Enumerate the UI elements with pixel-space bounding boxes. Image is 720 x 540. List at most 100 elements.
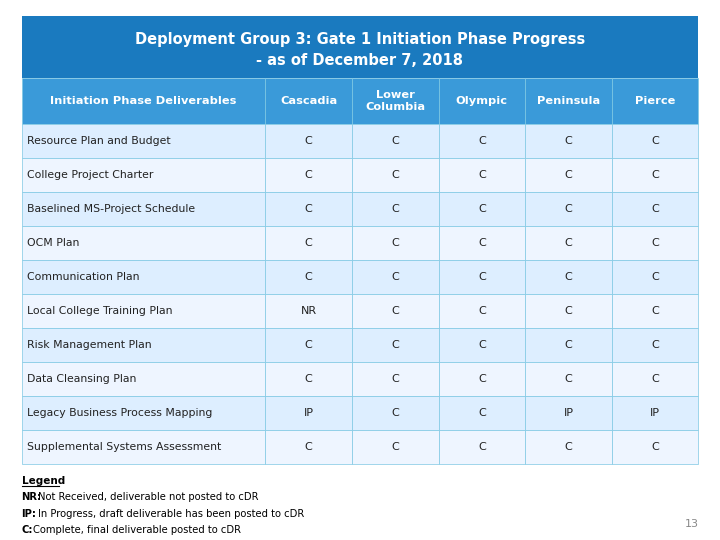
FancyBboxPatch shape [438, 260, 525, 294]
FancyBboxPatch shape [265, 226, 352, 260]
Text: C: C [564, 272, 572, 282]
Text: C: C [391, 408, 399, 418]
FancyBboxPatch shape [612, 192, 698, 226]
FancyBboxPatch shape [22, 328, 265, 362]
FancyBboxPatch shape [525, 294, 612, 328]
FancyBboxPatch shape [438, 294, 525, 328]
FancyBboxPatch shape [265, 158, 352, 192]
Text: 13: 13 [685, 519, 698, 529]
FancyBboxPatch shape [438, 158, 525, 192]
FancyBboxPatch shape [22, 294, 265, 328]
FancyBboxPatch shape [352, 158, 438, 192]
Text: C: C [564, 442, 572, 453]
FancyBboxPatch shape [265, 260, 352, 294]
FancyBboxPatch shape [22, 124, 265, 158]
FancyBboxPatch shape [525, 78, 612, 124]
Text: C: C [305, 442, 312, 453]
Text: Legacy Business Process Mapping: Legacy Business Process Mapping [27, 408, 212, 418]
Text: C: C [564, 374, 572, 384]
Text: C: C [391, 374, 399, 384]
Text: Data Cleansing Plan: Data Cleansing Plan [27, 374, 137, 384]
Text: Olympic: Olympic [456, 96, 508, 106]
Text: C: C [305, 374, 312, 384]
Text: C: C [478, 408, 486, 418]
FancyBboxPatch shape [352, 396, 438, 430]
Text: IP: IP [650, 408, 660, 418]
Text: IP: IP [304, 408, 314, 418]
FancyBboxPatch shape [525, 328, 612, 362]
FancyBboxPatch shape [352, 192, 438, 226]
Text: Initiation Phase Deliverables: Initiation Phase Deliverables [50, 96, 237, 106]
FancyBboxPatch shape [612, 260, 698, 294]
Text: C: C [391, 204, 399, 214]
Text: C: C [651, 204, 659, 214]
Text: Complete, final deliverable posted to cDR: Complete, final deliverable posted to cD… [33, 525, 241, 535]
Text: C: C [564, 136, 572, 146]
Text: C: C [305, 170, 312, 180]
FancyBboxPatch shape [265, 192, 352, 226]
FancyBboxPatch shape [525, 192, 612, 226]
FancyBboxPatch shape [438, 78, 525, 124]
FancyBboxPatch shape [525, 260, 612, 294]
FancyBboxPatch shape [265, 430, 352, 464]
FancyBboxPatch shape [352, 294, 438, 328]
FancyBboxPatch shape [352, 124, 438, 158]
Text: C: C [651, 442, 659, 453]
Text: C: C [305, 272, 312, 282]
Text: C: C [391, 170, 399, 180]
Text: C: C [305, 340, 312, 350]
Text: IP: IP [564, 408, 573, 418]
FancyBboxPatch shape [22, 192, 265, 226]
FancyBboxPatch shape [22, 430, 265, 464]
FancyBboxPatch shape [525, 396, 612, 430]
Text: - as of December 7, 2018: - as of December 7, 2018 [256, 53, 464, 69]
FancyBboxPatch shape [612, 396, 698, 430]
Text: C: C [391, 136, 399, 146]
Text: Legend: Legend [22, 476, 65, 487]
Text: C: C [305, 238, 312, 248]
FancyBboxPatch shape [438, 430, 525, 464]
FancyBboxPatch shape [612, 226, 698, 260]
Text: C: C [305, 136, 312, 146]
FancyBboxPatch shape [438, 328, 525, 362]
FancyBboxPatch shape [265, 78, 352, 124]
Text: Resource Plan and Budget: Resource Plan and Budget [27, 136, 171, 146]
FancyBboxPatch shape [265, 124, 352, 158]
FancyBboxPatch shape [265, 328, 352, 362]
FancyBboxPatch shape [265, 396, 352, 430]
Text: OCM Plan: OCM Plan [27, 238, 80, 248]
FancyBboxPatch shape [22, 16, 698, 78]
Text: C: C [391, 238, 399, 248]
FancyBboxPatch shape [22, 362, 265, 396]
FancyBboxPatch shape [612, 158, 698, 192]
FancyBboxPatch shape [525, 430, 612, 464]
FancyBboxPatch shape [612, 362, 698, 396]
Text: C: C [651, 306, 659, 316]
Text: C: C [564, 204, 572, 214]
Text: C: C [564, 340, 572, 350]
FancyBboxPatch shape [22, 260, 265, 294]
FancyBboxPatch shape [612, 124, 698, 158]
FancyBboxPatch shape [438, 396, 525, 430]
Text: C: C [651, 272, 659, 282]
FancyBboxPatch shape [525, 362, 612, 396]
FancyBboxPatch shape [352, 260, 438, 294]
Text: C: C [651, 238, 659, 248]
Text: C: C [564, 170, 572, 180]
Text: C: C [478, 204, 486, 214]
Text: C:: C: [22, 525, 33, 535]
Text: C: C [391, 272, 399, 282]
Text: Baselined MS-Project Schedule: Baselined MS-Project Schedule [27, 204, 196, 214]
FancyBboxPatch shape [352, 328, 438, 362]
Text: C: C [478, 306, 486, 316]
Text: In Progress, draft deliverable has been posted to cDR: In Progress, draft deliverable has been … [37, 509, 304, 519]
Text: C: C [478, 340, 486, 350]
Text: C: C [651, 340, 659, 350]
FancyBboxPatch shape [265, 294, 352, 328]
FancyBboxPatch shape [612, 430, 698, 464]
FancyBboxPatch shape [438, 124, 525, 158]
FancyBboxPatch shape [352, 78, 438, 124]
Text: C: C [478, 136, 486, 146]
Text: NR:: NR: [22, 492, 42, 503]
Text: Not Received, deliverable not posted to cDR: Not Received, deliverable not posted to … [37, 492, 258, 503]
